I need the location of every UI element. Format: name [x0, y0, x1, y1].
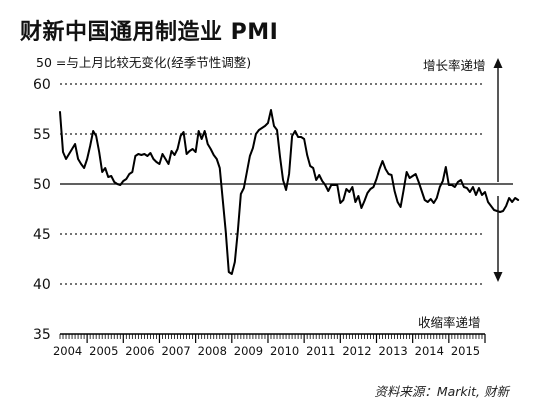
series-line-0	[59, 109, 520, 275]
annotation-contracting: 收缩率递增	[418, 315, 481, 330]
annotation-group: 增长率递增 收缩率递增	[418, 58, 503, 330]
y-tick-label-55: 55	[33, 127, 51, 143]
y-tick-label-40: 40	[33, 277, 51, 293]
x-tick-label-2004: 2004	[53, 344, 82, 358]
x-tick-label-2005: 2005	[89, 344, 118, 358]
x-tick-label-2012: 2012	[342, 344, 371, 358]
y-axis-labels: 35 40 45 50 55 60	[33, 77, 51, 343]
up-arrow-icon	[493, 58, 503, 182]
source-note: 资料来源：Markit, 财新	[374, 384, 509, 399]
x-tick-label-2013: 2013	[378, 344, 407, 358]
y-tick-label-45: 45	[33, 227, 51, 243]
grid-lines	[60, 83, 485, 285]
x-tick-label-2014: 2014	[415, 344, 444, 358]
y-tick-label-35: 35	[33, 327, 51, 343]
chart-subtitle: 50 =与上月比较无变化(经季节性调整)	[36, 55, 252, 70]
y-tick-label-50: 50	[33, 177, 51, 193]
x-axis: 2004 2005 2006 2007 2008 2009 2010 2011 2012 2013…	[53, 333, 486, 358]
y-tick-label-60: 60	[33, 77, 51, 93]
x-tick-label-2009: 2009	[234, 344, 263, 358]
annotation-expanding: 增长率递增	[423, 58, 486, 73]
x-tick-label-2006: 2006	[125, 344, 154, 358]
chart-title: 财新中国通用制造业 PMI	[20, 20, 279, 45]
x-tick-label-2015: 2015	[451, 344, 480, 358]
series-group	[59, 109, 520, 275]
x-tick-label-2010: 2010	[270, 344, 299, 358]
x-tick-label-2007: 2007	[161, 344, 190, 358]
x-tick-label-2008: 2008	[198, 344, 227, 358]
down-arrow-icon	[493, 196, 503, 282]
x-tick-label-2011: 2011	[306, 344, 335, 358]
